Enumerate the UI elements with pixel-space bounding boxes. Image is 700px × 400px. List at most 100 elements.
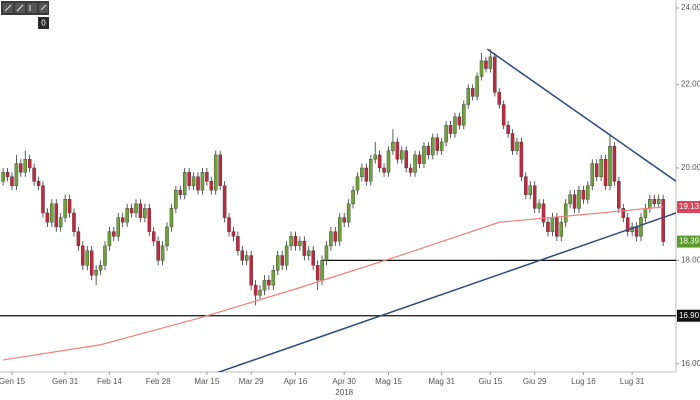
x-tick-label: Gen 15 — [0, 377, 26, 386]
candle-body — [568, 194, 572, 204]
candle-body — [103, 245, 107, 266]
candle-body — [351, 189, 355, 204]
candle-body — [608, 146, 612, 186]
candle-body — [320, 260, 324, 281]
candle-body — [284, 245, 289, 266]
candle-body — [94, 270, 98, 276]
candle-body — [408, 167, 413, 173]
candle-body — [515, 141, 519, 151]
candle-body — [590, 163, 595, 186]
candle-body — [67, 199, 72, 214]
x-tick-label: Lug 31 — [620, 377, 645, 386]
candle-body — [63, 199, 67, 218]
x-tick-label: Mar 15 — [194, 377, 219, 386]
moving-average — [3, 206, 664, 361]
candle-body — [643, 208, 648, 218]
candle-body — [324, 245, 329, 261]
candle-body — [444, 124, 448, 143]
candle-body — [169, 208, 174, 228]
price-tag — [677, 309, 700, 322]
candle-body — [293, 236, 298, 247]
y-tick-label: 22.00 — [681, 79, 700, 88]
candle-body — [280, 255, 284, 266]
candle-body — [466, 88, 470, 105]
candle-body — [222, 185, 227, 218]
candle-body — [19, 163, 23, 173]
candle-body — [470, 88, 475, 97]
candle-body — [129, 208, 134, 214]
badge-box[interactable] — [38, 17, 49, 29]
candle-body — [165, 226, 169, 247]
x-tick-label: Gen 31 — [52, 377, 79, 386]
candle-body — [143, 208, 147, 218]
candle-body — [563, 203, 568, 223]
candle-body — [10, 176, 14, 186]
candle-body — [27, 159, 32, 169]
candle-body — [346, 203, 351, 223]
candle-body — [151, 231, 156, 242]
candle-body — [656, 199, 661, 204]
y-tick-label: 20.00 — [681, 163, 700, 172]
candle-body — [244, 255, 249, 261]
candle-body — [200, 172, 205, 191]
x-tick-label: Apr 30 — [332, 377, 356, 386]
candle-body — [160, 245, 165, 261]
candle-body — [413, 154, 417, 173]
plot-area — [0, 48, 676, 372]
price-tag — [677, 235, 700, 248]
candle-body — [594, 163, 599, 177]
candle-body — [107, 231, 112, 247]
candle-body — [58, 217, 63, 228]
year-label: 2018 — [335, 388, 353, 397]
x-tick-label: Lug 16 — [571, 377, 596, 386]
candle-body — [81, 245, 85, 266]
candle-body — [23, 159, 28, 173]
candle-body — [54, 203, 59, 228]
candle-body — [5, 172, 10, 177]
toolbar: 0 — [1, 1, 49, 29]
candle-body — [488, 56, 493, 69]
candle-body — [178, 189, 183, 195]
candle-body — [501, 104, 506, 126]
candle-body — [85, 250, 90, 266]
x-tick-label: Giu 29 — [523, 377, 547, 386]
candle-body — [386, 150, 391, 173]
candle-body — [89, 250, 94, 276]
candle-body — [621, 208, 626, 218]
candle-body — [479, 60, 484, 77]
candle-body — [506, 124, 510, 134]
x-tick-label: Feb 14 — [97, 377, 122, 386]
x-tick-label: Mag 31 — [428, 377, 455, 386]
candle-body — [462, 104, 466, 126]
candle-body — [377, 154, 382, 169]
candle-body — [497, 92, 501, 105]
price-tag — [677, 200, 700, 213]
candle-body — [209, 181, 214, 191]
candle-body — [639, 217, 643, 237]
tool-button[interactable] — [27, 3, 37, 13]
trendline — [486, 48, 676, 182]
candle-body — [661, 199, 665, 242]
price-tag-label: 18.39 — [679, 237, 700, 246]
candle-body — [373, 154, 377, 160]
candle-body — [453, 116, 457, 134]
candle-body — [599, 159, 603, 177]
candle-body — [231, 231, 236, 237]
x-tick-label: Feb 28 — [146, 377, 171, 386]
candle-body — [32, 167, 36, 182]
axes: 16.00 18.00 20.00 22.00 24.00 Gen 15 Gen 31 Feb… — [0, 3, 700, 397]
candle-body — [72, 212, 76, 232]
candle-body — [417, 154, 422, 164]
y-tick-label: 24.00 — [681, 3, 700, 12]
candle-body — [555, 217, 559, 237]
candle-body — [187, 172, 191, 186]
x-tick-label: Giu 15 — [479, 377, 503, 386]
candle-body — [196, 176, 200, 191]
price-tag-label: 16.90 — [679, 311, 700, 320]
candle-body — [258, 289, 262, 296]
candle-body — [98, 265, 103, 271]
candle-body — [125, 208, 129, 223]
candle-body — [262, 279, 267, 291]
